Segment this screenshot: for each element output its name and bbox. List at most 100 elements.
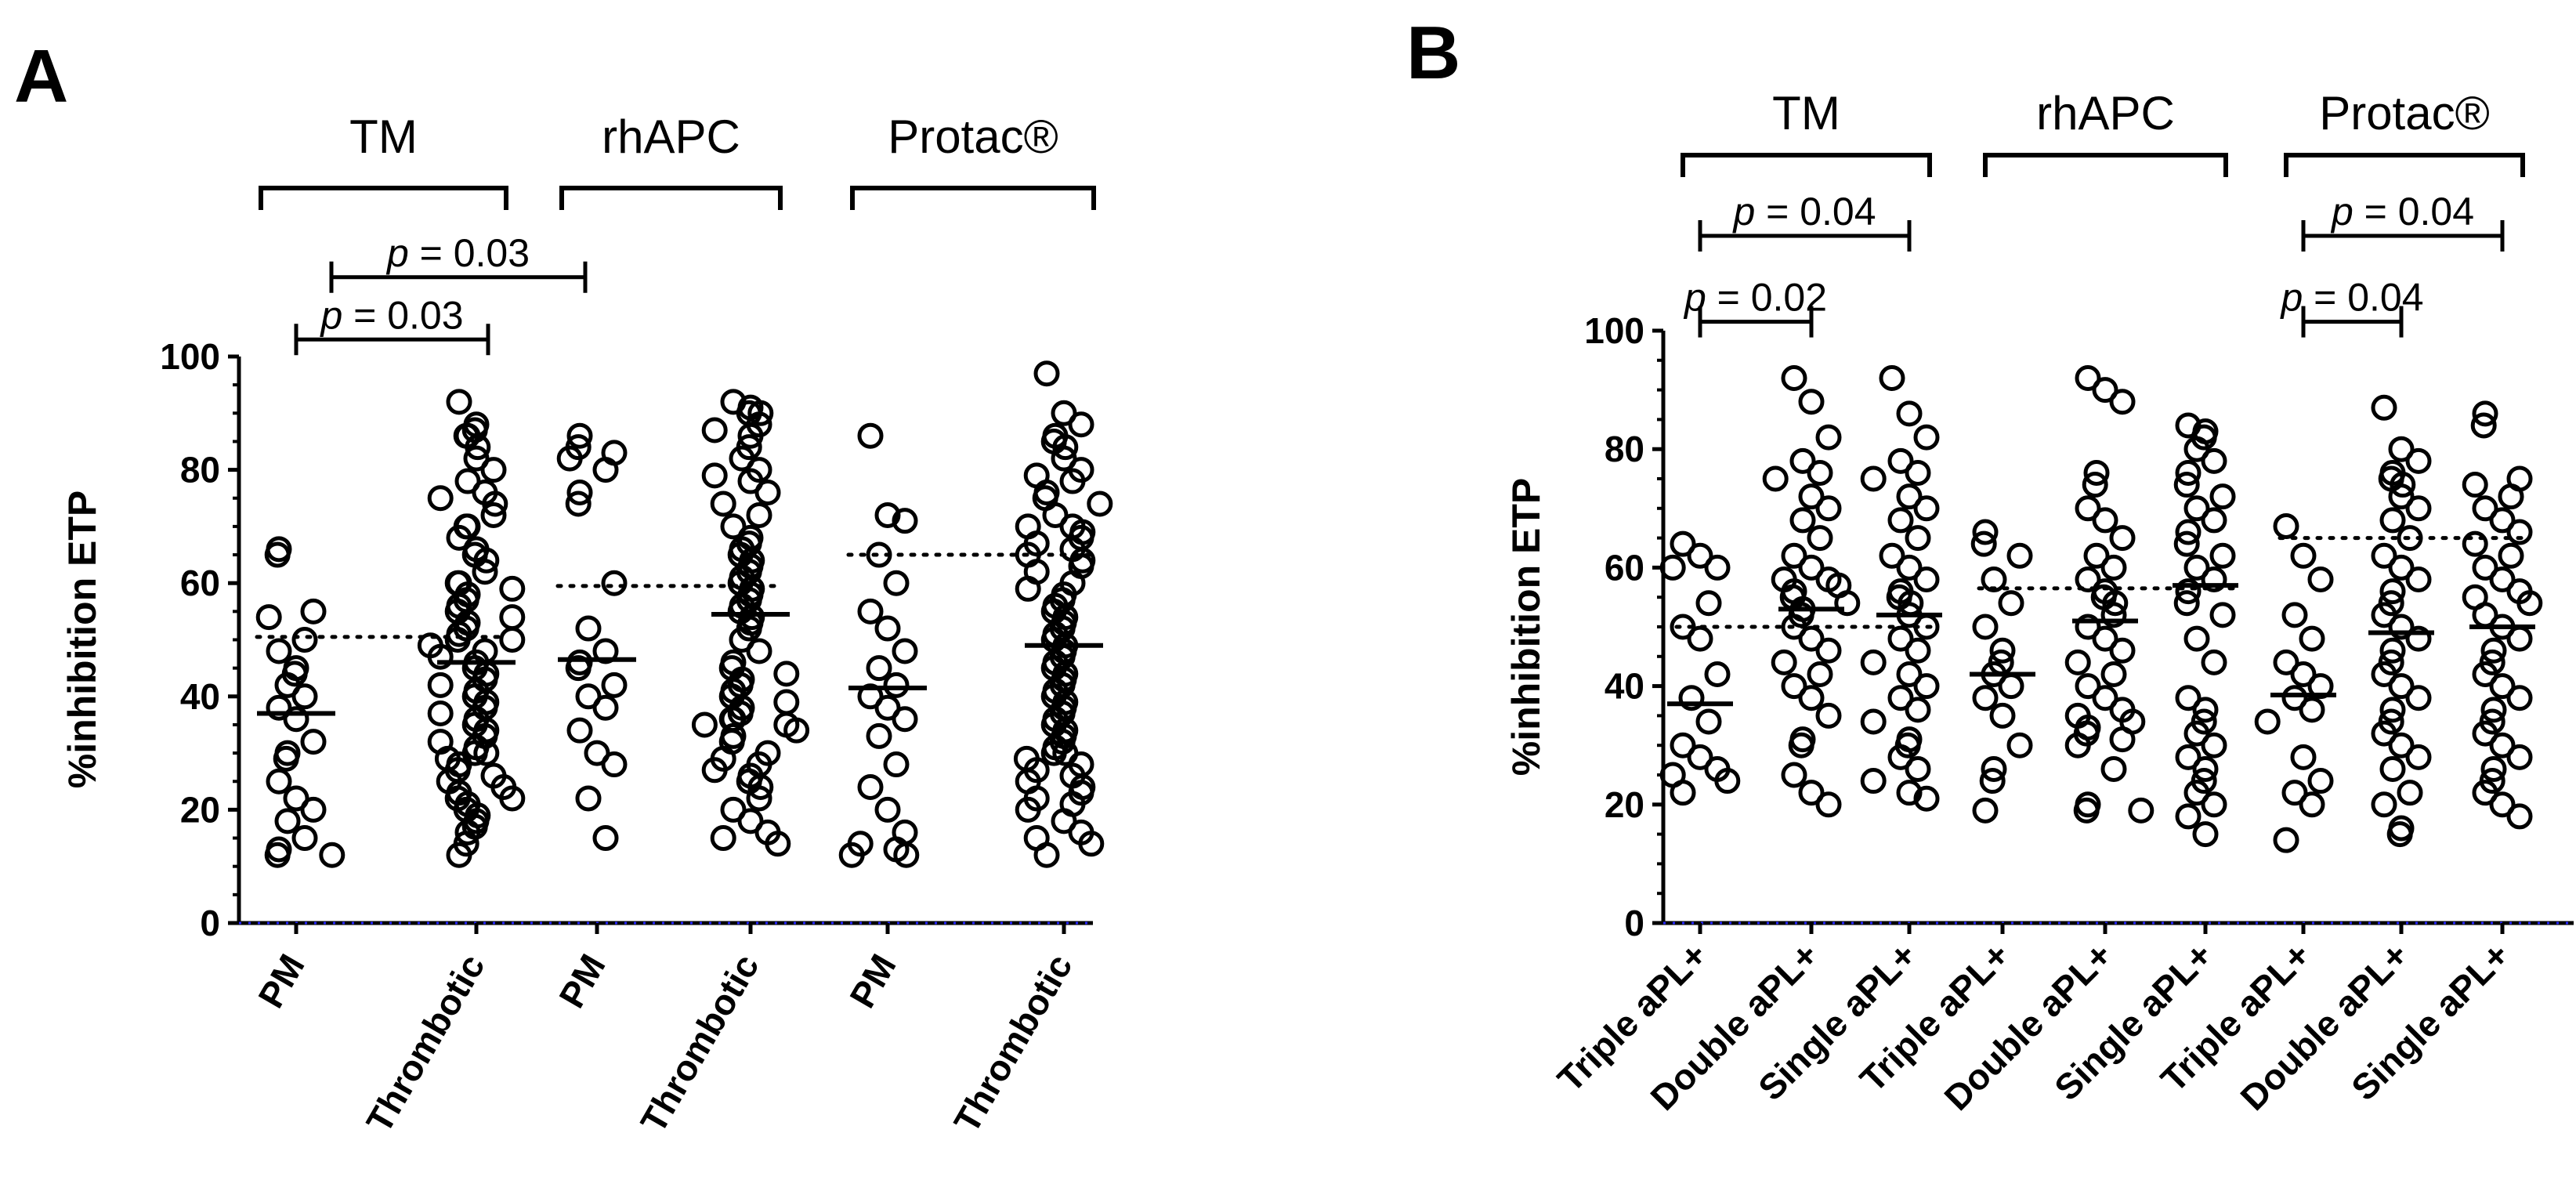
panel-b-data-point: [2073, 797, 2100, 824]
panel-b-data-point: [2006, 542, 2033, 569]
panel-b-data-point: [1979, 768, 2006, 795]
panel-b-group-label: TM: [1772, 87, 1840, 139]
panel-a-data-point: [446, 524, 472, 551]
panel-a-data-point: [747, 400, 774, 426]
panel-a-category-label: Thrombotic: [632, 947, 767, 1139]
panel-b-data-point: [2299, 791, 2325, 818]
panel-b-data-point: [1860, 649, 1887, 675]
panel-b-data-point: [2371, 720, 2397, 747]
panel-b-data-point: [1998, 673, 2024, 700]
panel-b-data-point: [2379, 697, 2406, 723]
panel-a-data-point: [255, 604, 282, 631]
panel-b-data-point: [2290, 542, 2317, 569]
panel-a-data-point: [592, 694, 619, 721]
panel-a-data-point: [463, 445, 490, 472]
panel-b-data-point: [1687, 744, 1713, 770]
panel-b-data-point: [2201, 507, 2227, 534]
panel-a-data-point: [473, 740, 500, 766]
panel-b-data-point: [2405, 625, 2432, 652]
panel-b-data-point: [2405, 495, 2432, 522]
panel-b-data-point: [2183, 495, 2210, 522]
panel-b-data-point: [1913, 785, 1940, 812]
panel-a-data-point: [710, 825, 736, 852]
panel-a-data-point: [565, 491, 592, 517]
panel-b-data-point: [1788, 732, 1814, 758]
panel-b-data-point: [2405, 744, 2432, 770]
panel-b-data-point: [1913, 424, 1940, 451]
panel-a-y-tick-label: 20: [180, 789, 220, 830]
panel-a-data-point: [701, 462, 728, 489]
panel-b-data-point: [1687, 542, 1713, 569]
panel-b-data-point: [2209, 602, 2236, 628]
panel-a-p-value-text: = 0.03: [342, 293, 463, 337]
panel-b-data-point: [2175, 578, 2202, 605]
panel-a-data-point: [737, 808, 764, 834]
panel-a-data-point: [746, 785, 772, 812]
panel-a-data-point: [1087, 491, 1113, 517]
panel-a-data-point: [1015, 575, 1041, 602]
panel-a-data-point: [454, 819, 481, 845]
panel-a-data-point: [857, 773, 884, 800]
panel-b-y-tick-label: 60: [1605, 547, 1644, 588]
panel-a-data-point: [427, 485, 454, 512]
panel-a-category-label: PM: [551, 947, 613, 1015]
panel-b-data-point: [1704, 554, 1731, 581]
panel-b-group-bracket: [2284, 153, 2525, 177]
panel-b-data-point: [1781, 364, 1807, 391]
panel-b-data-point: [1981, 661, 2007, 687]
panel-b-data-point: [1989, 702, 2016, 729]
panel-a-data-point: [838, 842, 865, 868]
panel-a-data-point: [857, 683, 884, 710]
panel-a-data-point: [1051, 445, 1077, 472]
panel-b-data-point: [2100, 602, 2127, 628]
panel-b-group-bracket: [1983, 153, 2228, 177]
panel-b-data-point: [2489, 673, 2516, 700]
panel-b-group-label: Protac®: [2319, 87, 2490, 139]
panel-b-data-point: [1905, 637, 1931, 664]
panel-b-data-point: [2307, 567, 2334, 593]
panel-b-p-value-label: p = 0.04: [2330, 190, 2474, 233]
panel-a-data-point: [291, 683, 318, 710]
panel-b-data-point: [1998, 590, 2024, 617]
panel-a-data-point: [1059, 468, 1086, 494]
panel-b-data-point: [2083, 542, 2110, 569]
panel-a-data-point: [283, 706, 309, 733]
panel-a-group-bracket: [850, 186, 1096, 210]
panel-b-data-point: [2299, 697, 2325, 723]
panel-a-y-tick-label: 60: [180, 563, 220, 603]
panel-b-data-point: [2092, 507, 2118, 534]
panel-a-data-point: [499, 575, 526, 602]
panel-b-data-point: [1898, 590, 1924, 617]
panel-b-data-point: [2397, 780, 2423, 806]
panel-b-data-point: [1896, 483, 1923, 510]
panel-b-data-point: [1798, 483, 1825, 510]
panel-a-p-value-text: = 0.03: [409, 231, 530, 275]
panel-a-data-point: [291, 825, 318, 852]
panel-a-data-point: [1033, 842, 1060, 868]
panel-b-data-point: [1860, 465, 1887, 492]
panel-b-data-point: [2386, 821, 2413, 848]
panel-b-data-point: [2472, 602, 2498, 628]
panel-b-data-point: [2472, 720, 2498, 747]
panel-b-data-point: [1905, 525, 1931, 552]
panel-b-data-point: [2405, 685, 2432, 711]
panel-b-data-point: [2083, 459, 2110, 486]
panel-a-y-tick-label: 40: [180, 676, 220, 717]
panel-b-data-point: [2201, 649, 2227, 675]
panel-b-p-value-text: = 0.04: [1755, 190, 1876, 233]
panel-a-data-point: [266, 638, 292, 664]
panel-a-data-point: [584, 740, 610, 766]
panel-a-data-point: [729, 627, 755, 653]
panel-a-data-point: [1068, 411, 1094, 438]
panel-b-data-point: [2470, 412, 2497, 439]
panel-a-data-point: [691, 711, 718, 738]
panel-a-comparison-bracket: [294, 324, 490, 356]
panel-b-data-point: [2128, 797, 2155, 824]
panel-b-data-point: [2209, 542, 2236, 569]
panel-b-data-point: [2082, 472, 2108, 498]
panel-b-data-point: [2183, 436, 2210, 462]
panel-b-data-point: [2109, 726, 2136, 753]
panel-b-data-point: [1670, 530, 1696, 557]
panel-b-data-point: [2092, 685, 2118, 711]
panel-a-p-value-label: p = 0.03: [319, 293, 463, 337]
